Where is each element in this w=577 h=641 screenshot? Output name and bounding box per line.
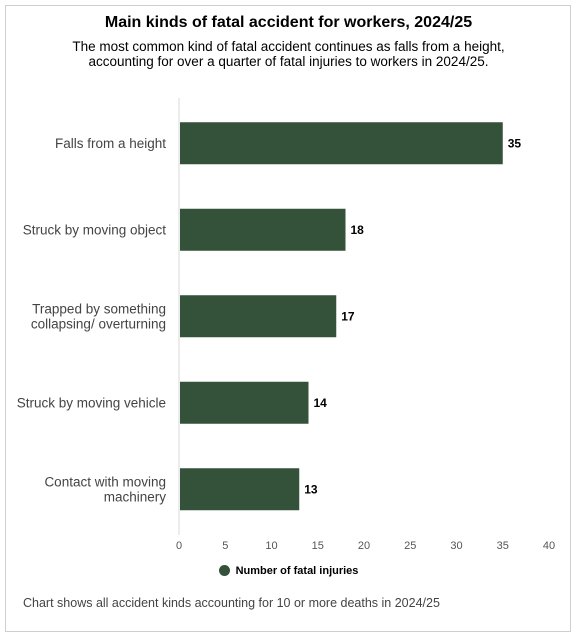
x-tick-label: 30	[450, 540, 462, 552]
bar	[180, 295, 337, 338]
x-tick-label: 0	[176, 540, 182, 552]
legend[interactable]: Number of fatal injuries	[0, 565, 577, 577]
x-tick-label: 25	[404, 540, 416, 552]
chart-subtitle: The most common kind of fatal accident c…	[72, 39, 505, 69]
category-label: Trapped by something	[32, 301, 166, 316]
data-label: 17	[341, 309, 355, 323]
bar	[180, 468, 300, 511]
data-label: 18	[351, 223, 365, 237]
x-tick-label: 40	[543, 540, 555, 552]
chart-title: Main kinds of fatal accident for workers…	[104, 14, 473, 31]
data-label: 13	[304, 482, 318, 496]
bar	[180, 208, 346, 251]
category-label: Falls from a height	[55, 136, 166, 151]
legend-label: Number of fatal injuries	[235, 565, 359, 577]
category-label: machinery	[104, 489, 167, 504]
data-label: 14	[314, 396, 328, 410]
category-label: Struck by moving object	[23, 222, 167, 237]
x-tick-label: 35	[497, 540, 509, 552]
category-label: Contact with moving	[44, 474, 166, 489]
x-tick-label: 5	[222, 540, 228, 552]
bar	[180, 381, 309, 424]
bar	[180, 122, 503, 165]
data-label: 35	[508, 136, 522, 150]
x-tick-label: 15	[312, 540, 324, 552]
category-label: Struck by moving vehicle	[17, 395, 166, 410]
category-label: collapsing/ overturning	[31, 316, 166, 331]
legend-marker	[218, 565, 230, 576]
chart-footnote: Chart shows all accident kinds accountin…	[23, 596, 440, 610]
x-tick-label: 20	[358, 540, 370, 552]
x-tick-label: 10	[265, 540, 277, 552]
